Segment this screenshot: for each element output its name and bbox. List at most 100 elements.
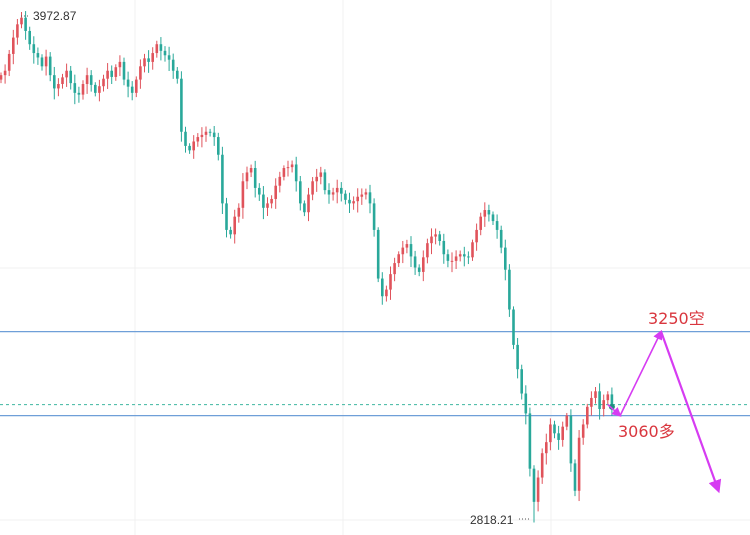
candle-body: [16, 24, 19, 38]
candle-body: [430, 236, 433, 244]
candle-body: [155, 44, 159, 54]
candle: [118, 55, 122, 77]
candle-body: [327, 190, 331, 195]
candle-body: [217, 137, 220, 155]
candle-body: [454, 256, 458, 261]
candle-body: [376, 229, 380, 279]
candle: [110, 65, 113, 85]
candle-body: [106, 70, 109, 79]
candle: [352, 196, 355, 210]
projection-segment-2: [660, 331, 722, 494]
candle: [581, 419, 585, 445]
candle-body: [98, 86, 101, 93]
candle-body: [532, 468, 536, 502]
candles: [0, 11, 615, 523]
candle-body: [315, 176, 318, 182]
candle-body: [610, 394, 614, 407]
candle-body: [356, 196, 359, 202]
candle: [606, 391, 610, 405]
candle: [405, 239, 409, 254]
candle: [24, 11, 27, 40]
candle-body: [24, 17, 27, 31]
candle: [126, 71, 130, 98]
candle: [430, 228, 433, 255]
candle-body: [102, 78, 105, 87]
candle: [532, 465, 536, 523]
candle: [0, 72, 3, 84]
candle-body: [323, 172, 327, 191]
candle-body: [48, 56, 52, 76]
candle: [487, 204, 491, 222]
candle-body: [40, 57, 44, 67]
candle: [270, 195, 273, 209]
candle: [40, 54, 44, 71]
candle: [340, 182, 343, 202]
candle-body: [274, 185, 277, 199]
candle-body: [225, 203, 228, 230]
candle: [458, 250, 462, 262]
candle-body: [77, 92, 81, 95]
candle: [454, 250, 458, 270]
candle-body: [286, 167, 290, 169]
candle-body: [0, 75, 3, 80]
candle: [479, 212, 482, 236]
candle: [610, 387, 614, 416]
candle: [368, 184, 372, 214]
candle-body: [233, 216, 236, 235]
candle: [561, 421, 564, 447]
candle: [180, 71, 183, 142]
candle: [438, 230, 441, 246]
candle: [196, 133, 200, 147]
candle: [73, 74, 77, 105]
candle: [61, 73, 64, 89]
candle-body: [389, 274, 392, 290]
candle-body: [422, 257, 425, 272]
candle-body: [69, 70, 72, 84]
candle: [590, 391, 593, 416]
candle: [360, 188, 364, 205]
candle-body: [126, 79, 130, 87]
candle-body: [594, 391, 597, 398]
candle: [577, 430, 581, 502]
candle: [307, 187, 310, 222]
candle: [565, 412, 569, 431]
candle-body: [405, 244, 409, 248]
candle-body: [348, 199, 351, 204]
candle: [475, 223, 478, 251]
candle: [229, 226, 232, 239]
candle-body: [458, 254, 462, 257]
candle: [151, 47, 154, 70]
candle: [348, 192, 351, 213]
candle: [249, 164, 253, 178]
candle-body: [159, 44, 163, 51]
candle: [130, 81, 134, 101]
candle-body: [294, 164, 298, 182]
candle: [65, 63, 68, 87]
candle: [319, 166, 323, 185]
candle-body: [85, 75, 89, 85]
candle-body: [143, 58, 146, 67]
candle: [16, 19, 19, 45]
candle: [122, 57, 126, 86]
candle: [389, 266, 392, 300]
candle: [159, 37, 163, 61]
candle-body: [545, 442, 548, 454]
candle: [528, 407, 532, 477]
candle: [53, 66, 56, 100]
candle: [237, 203, 241, 223]
candle-body: [266, 203, 269, 208]
candle: [278, 171, 282, 193]
candle: [188, 143, 191, 154]
candle-body: [307, 194, 310, 213]
projection-path: [607, 329, 722, 494]
candle-body: [586, 406, 589, 425]
candle: [434, 228, 437, 245]
candle-body: [483, 210, 487, 217]
candle: [176, 67, 179, 84]
candle-body: [479, 216, 482, 230]
candle: [471, 239, 474, 261]
candle-body: [73, 83, 77, 93]
candle-body: [282, 168, 286, 177]
candle: [147, 50, 150, 73]
candle: [299, 175, 302, 211]
